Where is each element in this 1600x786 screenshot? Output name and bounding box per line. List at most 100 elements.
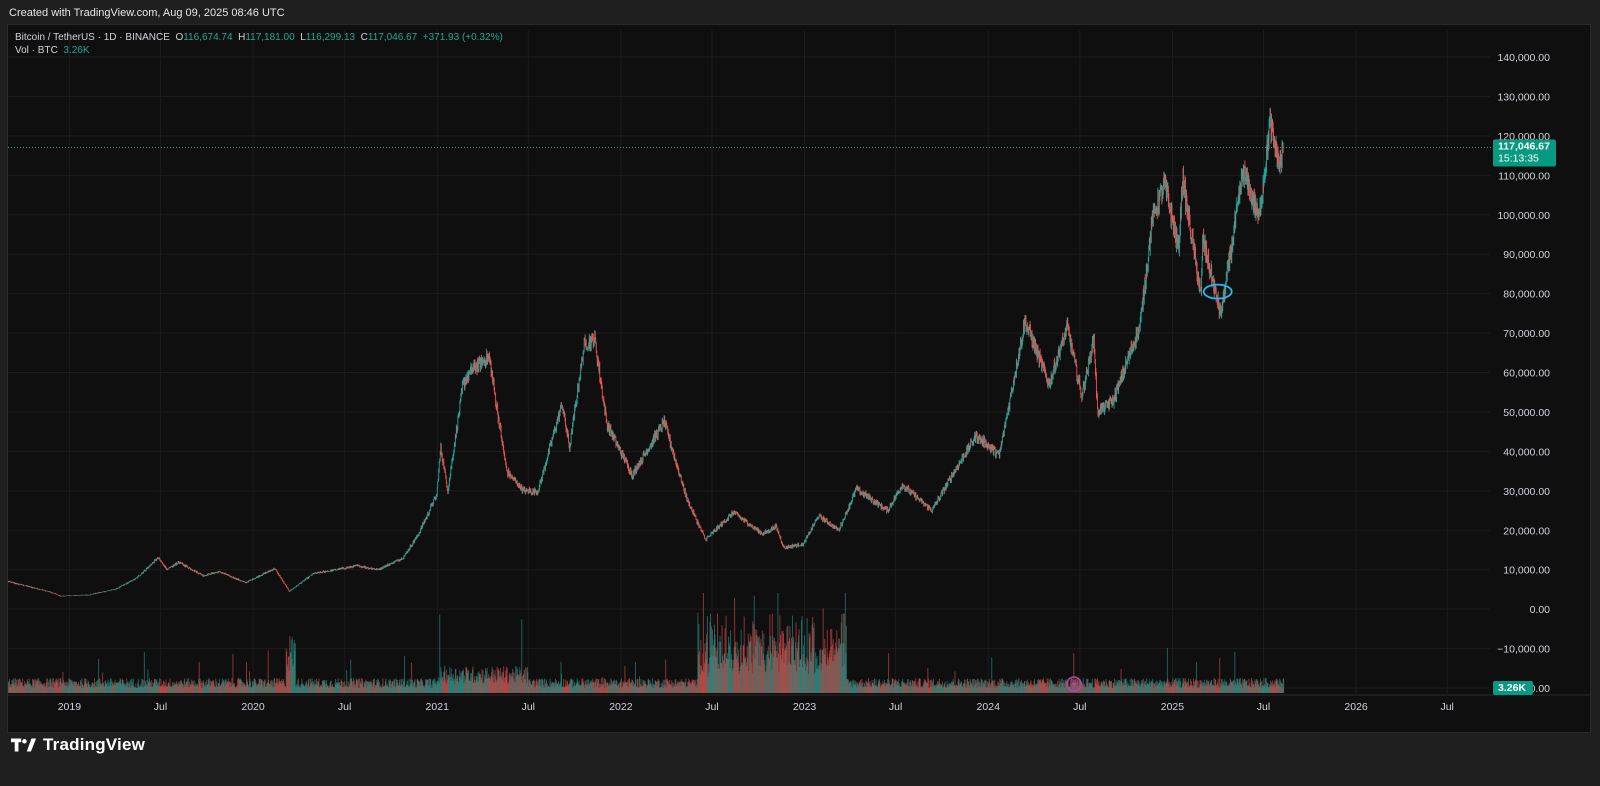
volume-bar [343,682,345,693]
volume-bar [536,678,538,693]
volume-bar [1123,678,1125,693]
volume-bar [340,679,342,693]
volume-bar [1181,683,1183,693]
volume-bar [12,683,14,693]
volume-bar [981,679,983,693]
volume-bar [653,687,655,693]
volume-bar [754,658,756,693]
volume-bar [915,684,917,693]
volume-bar [166,686,168,693]
volume-bar [91,682,93,693]
volume-bar [833,661,835,693]
volume-bar [864,685,866,693]
volume-bar [149,681,151,693]
volume-bar [812,647,814,693]
volume-bar [992,685,994,693]
volume-bar [139,686,141,693]
volume-bar [983,683,985,693]
volume-bar [1059,684,1061,693]
volume-bar [149,682,151,693]
volume-bar [147,669,149,693]
price-axis-label: 20,000.00 [1503,525,1550,537]
chart-frame[interactable] [7,24,1591,733]
volume-bar [253,678,255,693]
volume-bar [733,647,735,693]
volume-bar [284,686,286,693]
volume-bar [1279,687,1281,693]
volume-bar [953,685,955,693]
volume-bar [1190,685,1192,693]
volume-bar [569,679,571,693]
volume-bar [757,636,759,693]
volume-bar [225,683,227,693]
volume-bar [418,680,420,693]
volume-bar [501,676,503,693]
volume-bar [487,678,489,693]
volume-bar [1167,684,1169,693]
volume-bar [1135,683,1137,693]
volume-bar [183,680,185,693]
volume-bar [510,679,512,693]
volume-bar [1195,680,1197,693]
volume-bar [1009,684,1011,693]
volume-bar [898,685,900,693]
volume-bar [832,639,834,693]
volume-bar [311,685,313,693]
volume-bar [294,643,296,693]
volume-bar [66,687,68,693]
volume-bar [796,648,798,693]
volume-bar [360,683,362,693]
volume-bar [997,686,999,693]
volume-bar [24,684,26,693]
volume-bar [762,653,764,693]
volume-bar [844,664,846,693]
volume-bar [117,683,119,693]
volume-bar [77,681,79,693]
volume-bar [306,687,308,693]
volume-bar [798,629,800,693]
volume-bar [799,666,801,693]
volume-bar [729,668,731,693]
volume-bar [66,681,68,693]
volume-bar [297,680,299,693]
volume-bar [1178,678,1180,693]
volume-bar [387,687,389,693]
volume-bar [767,646,769,693]
volume-bar [53,687,55,693]
volume-bar [643,680,645,693]
volume-bar [1144,680,1146,693]
volume-bar [1099,686,1101,693]
volume-bar [1135,681,1137,693]
volume-bar [234,687,236,693]
volume-bar [287,656,289,693]
volume-bar [745,657,747,693]
volume-bar [782,630,784,693]
volume-bar [367,682,369,693]
volume-bar [475,675,477,693]
volume-bar [812,616,814,693]
volume-bar [707,676,709,693]
volume-bar [1088,682,1090,693]
volume-bar [964,679,966,693]
volume-bar [188,687,190,693]
volume-bar [1213,685,1215,693]
volume-bar [1098,680,1100,693]
volume-bar [943,684,945,693]
volume-bar [1115,686,1117,693]
volume-bar [930,679,932,693]
volume-bar [928,687,930,693]
volume-bar [985,680,987,693]
volume-bar [1061,679,1063,693]
volume-bar [1241,682,1243,693]
volume-bar [93,687,95,693]
volume-bar [722,668,724,693]
volume-bar [320,684,322,693]
volume-bar [82,685,84,693]
volume-bar [685,687,687,693]
volume-bar [705,634,707,693]
volume-bar [328,685,330,693]
volume-bar [695,679,697,693]
volume-bar [1200,680,1202,693]
volume-bar [744,659,746,693]
